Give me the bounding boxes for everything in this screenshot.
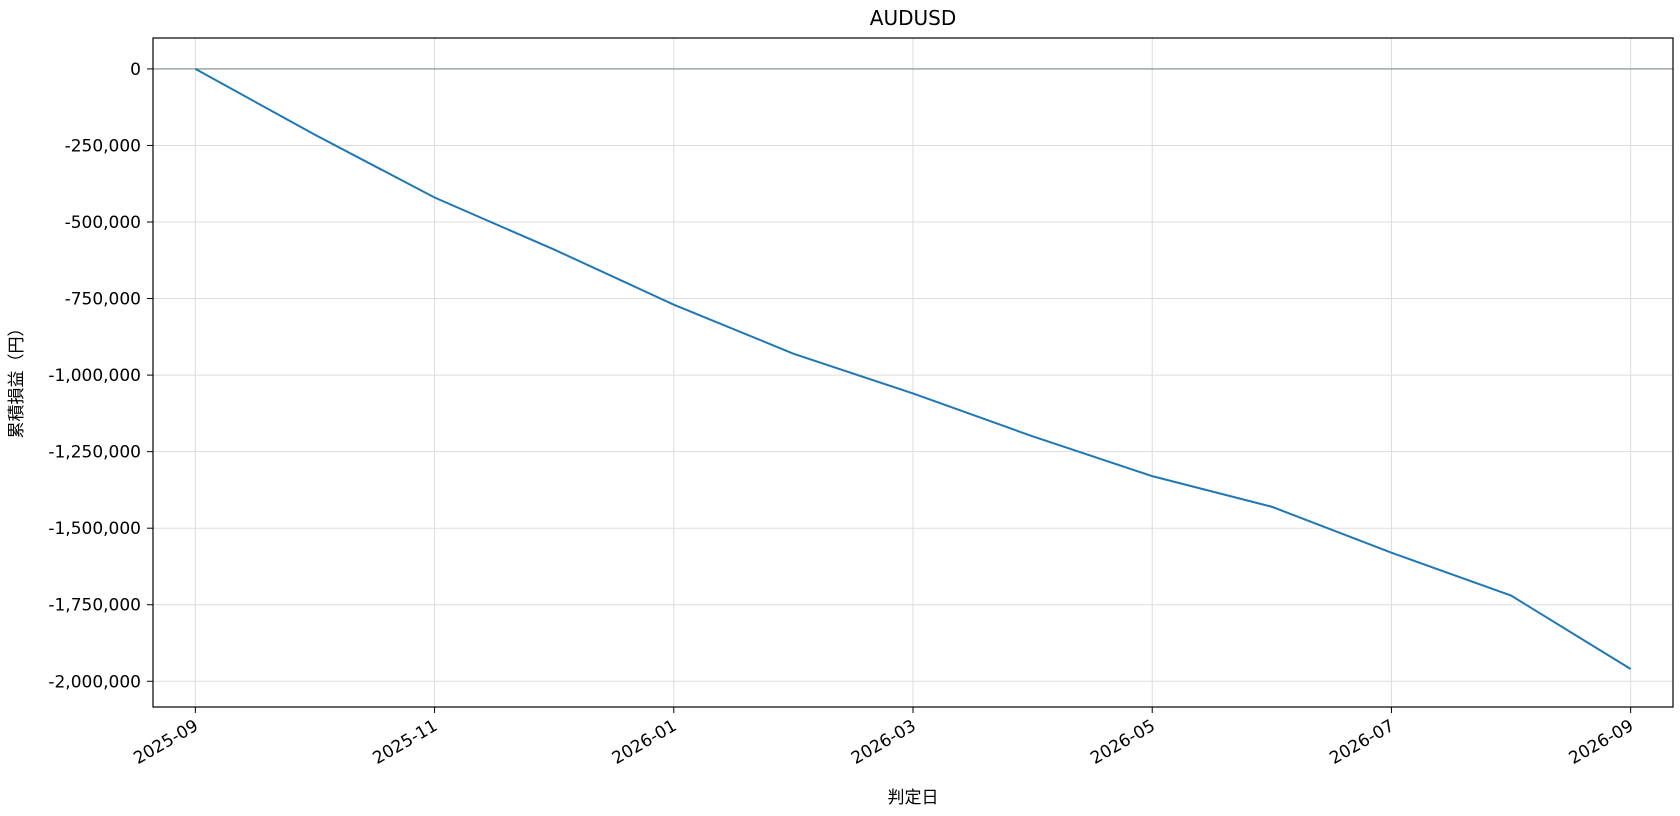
- y-tick-label: -1,000,000: [48, 366, 141, 386]
- series-line: [194, 68, 1632, 670]
- plot-frame: [152, 37, 1674, 708]
- y-tick-label: -1,250,000: [48, 443, 141, 463]
- y-axis-label: 累積損益（円）: [7, 320, 27, 439]
- y-tick-label: 0: [130, 60, 141, 80]
- x-tick-label: 2025-11: [370, 716, 442, 769]
- chart-title: AUDUSD: [870, 6, 956, 30]
- y-tick-label: -250,000: [65, 136, 141, 156]
- x-tick-label: 2026-05: [1087, 716, 1159, 769]
- x-tick-label: 2025-09: [130, 716, 202, 769]
- y-tick-label: -500,000: [65, 213, 141, 233]
- y-tick-label: -2,000,000: [48, 672, 141, 692]
- x-tick-label: 2026-01: [609, 716, 681, 769]
- x-tick-label: 2026-07: [1326, 716, 1398, 769]
- x-tick-label: 2026-03: [848, 716, 920, 769]
- y-tick-label: -1,750,000: [48, 596, 141, 616]
- y-tick-label: -750,000: [65, 290, 141, 310]
- y-tick-label: -1,500,000: [48, 519, 141, 539]
- x-axis-label: 判定日: [888, 788, 939, 808]
- x-tick-label: 2026-09: [1566, 716, 1638, 769]
